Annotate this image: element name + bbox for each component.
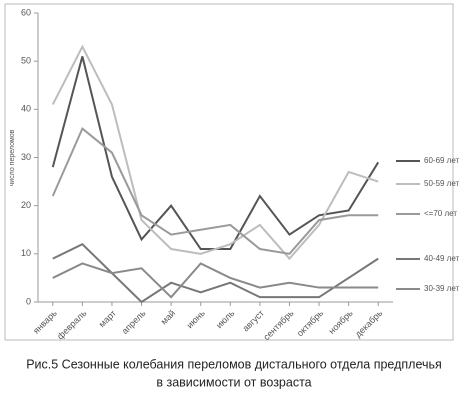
x-tick-label: декабрь xyxy=(353,308,385,340)
chart-frame xyxy=(4,3,454,341)
series-line xyxy=(52,242,379,304)
x-tick-label: октябрь xyxy=(295,308,326,339)
x-tick-label: февраль xyxy=(55,308,89,342)
x-tick-label: май xyxy=(159,308,178,327)
legend-label: <=70 лет xyxy=(424,209,457,218)
series-line xyxy=(51,44,379,261)
series-line xyxy=(51,126,379,255)
x-tick-label: январь xyxy=(31,308,59,336)
caption: в зависимости от возраста xyxy=(156,375,311,389)
x-tick-label: ноябрь xyxy=(327,308,355,336)
x-tick-label: сентябрь xyxy=(261,308,295,342)
x-tick-label: август xyxy=(240,308,266,334)
x-tick-label: март xyxy=(97,308,118,329)
legend-label: 40-49 лет xyxy=(424,254,460,263)
series-line xyxy=(52,262,379,299)
legend-label: 30-39 лет xyxy=(424,284,460,293)
x-tick-label: апрель xyxy=(120,308,148,336)
y-tick-label: 0 xyxy=(26,296,31,306)
y-tick-label: 30 xyxy=(21,152,31,162)
y-tick-label: 50 xyxy=(21,56,31,66)
y-tick-label: 60 xyxy=(21,7,31,17)
y-tick-label: 10 xyxy=(21,248,31,258)
y-tick-label: 20 xyxy=(21,200,31,210)
x-tick-label: июль xyxy=(214,308,237,331)
y-tick-label: 40 xyxy=(21,104,31,114)
x-tick-label: июнь xyxy=(185,308,207,330)
y-axis-label: число переломов xyxy=(9,129,16,186)
legend-label: 50-59 лет xyxy=(424,179,460,188)
caption: Рис.5 Сезонные колебания переломов диста… xyxy=(26,357,442,371)
legend-label: 60-69 лет xyxy=(424,156,460,165)
